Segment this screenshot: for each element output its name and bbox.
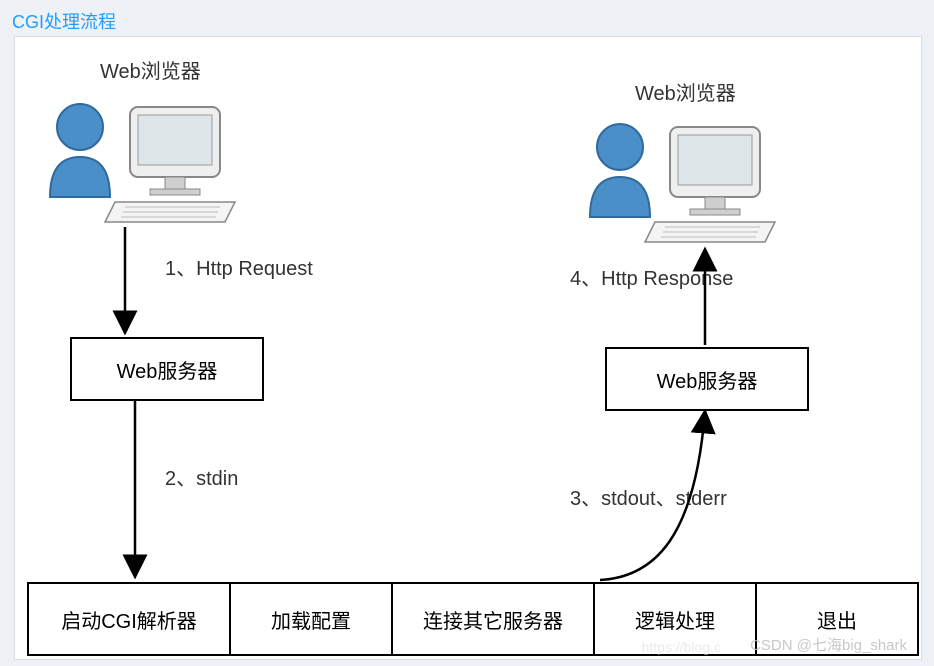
pipeline-cell-0-label: 启动CGI解析器 [61,605,197,634]
page-title: CGI处理流程 [12,8,116,34]
pipeline-cell-2-label: 连接其它服务器 [423,605,563,634]
pipeline-cell-2: 连接其它服务器 [393,582,595,656]
pipeline-cell-0: 启动CGI解析器 [27,582,231,656]
pipeline-cell-3-label: 逻辑处理 [635,605,715,634]
watermark-main: CSDN @七海big_shark [750,634,907,655]
arrows-overlay [15,37,921,659]
watermark-faint: https://blog.c [642,639,721,655]
diagram-container: Web浏览器 Web浏览器 [14,36,922,660]
pipeline-cell-1-label: 加载配置 [271,605,351,634]
pipeline-cell-1: 加载配置 [231,582,393,656]
page-root: CGI处理流程 Web浏览器 Web浏览器 [0,0,934,666]
pipeline-cell-4-label: 退出 [817,605,857,634]
